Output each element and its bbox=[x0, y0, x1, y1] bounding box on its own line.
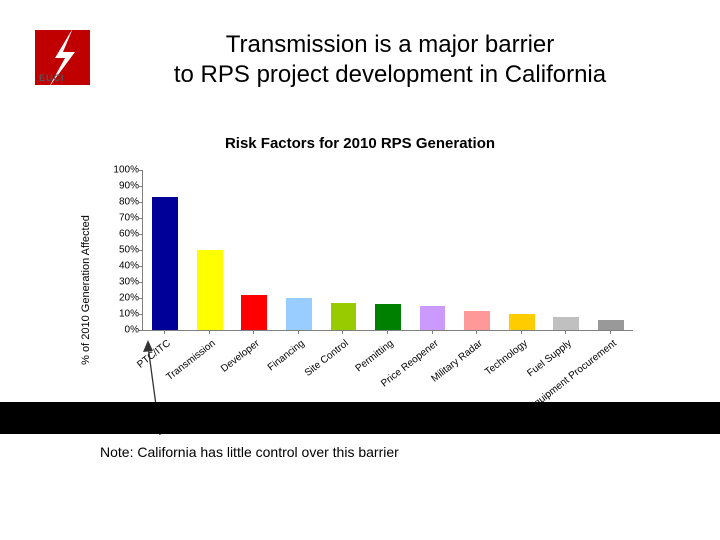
bar bbox=[152, 197, 178, 330]
y-tick-label: 40% bbox=[105, 261, 139, 272]
y-tick-label: 50% bbox=[105, 245, 139, 256]
title-line-2: to RPS project development in California bbox=[174, 61, 606, 88]
y-tick-mark bbox=[139, 282, 143, 283]
x-tick-label: Transmission bbox=[164, 338, 217, 383]
footer-black-bar bbox=[0, 402, 720, 434]
y-axis-label: % of 2010 Generation Affected bbox=[80, 215, 92, 365]
y-tick-mark bbox=[139, 314, 143, 315]
bars-group bbox=[143, 170, 633, 330]
x-tick-label: Permitting bbox=[354, 338, 396, 374]
plot-area: 0%10%20%30%40%50%60%70%80%90%100% bbox=[142, 170, 633, 331]
y-tick-mark bbox=[139, 266, 143, 267]
y-tick-mark bbox=[139, 202, 143, 203]
y-tick-label: 80% bbox=[105, 197, 139, 208]
y-tick-mark bbox=[139, 234, 143, 235]
y-tick-mark bbox=[139, 330, 143, 331]
y-tick-mark bbox=[139, 170, 143, 171]
bar bbox=[464, 311, 490, 330]
bar bbox=[509, 314, 535, 330]
y-tick-label: 10% bbox=[105, 309, 139, 320]
slide: EUCI Transmission is a major barrier to … bbox=[0, 0, 720, 540]
y-tick-label: 20% bbox=[105, 293, 139, 304]
x-tick-label: PTC/ITC bbox=[136, 338, 173, 371]
y-tick-mark bbox=[139, 298, 143, 299]
x-labels: PTC/ITCTransmissionDeveloperFinancingSit… bbox=[142, 332, 632, 412]
x-tick-label: Site Control bbox=[303, 338, 351, 379]
y-tick-mark bbox=[139, 186, 143, 187]
title-line-1: Transmission is a major barrier bbox=[226, 31, 555, 58]
y-tick-label: 70% bbox=[105, 213, 139, 224]
footer-note: Note: California has little control over… bbox=[100, 444, 399, 460]
x-tick-label: Developer bbox=[219, 338, 262, 375]
y-tick-label: 100% bbox=[105, 165, 139, 176]
chart-title: Risk Factors for 2010 RPS Generation bbox=[0, 135, 720, 152]
logo: EUCI bbox=[35, 30, 90, 85]
bar bbox=[331, 303, 357, 330]
bar bbox=[241, 295, 267, 330]
x-tick-label: Technology bbox=[483, 338, 530, 378]
y-tick-mark bbox=[139, 218, 143, 219]
bar bbox=[598, 320, 624, 330]
bar bbox=[375, 304, 401, 330]
chart: % of 2010 Generation Affected 0%10%20%30… bbox=[100, 160, 640, 420]
y-tick-label: 0% bbox=[105, 325, 139, 336]
x-tick-label: Financing bbox=[266, 338, 307, 373]
bar bbox=[553, 317, 579, 330]
y-tick-label: 60% bbox=[105, 229, 139, 240]
y-tick-label: 90% bbox=[105, 181, 139, 192]
bar bbox=[197, 250, 223, 330]
bar bbox=[286, 298, 312, 330]
y-tick-mark bbox=[139, 250, 143, 251]
y-tick-label: 30% bbox=[105, 277, 139, 288]
page-title: Transmission is a major barrier to RPS p… bbox=[100, 30, 680, 90]
bar bbox=[420, 306, 446, 330]
logo-text: EUCI bbox=[39, 73, 65, 83]
